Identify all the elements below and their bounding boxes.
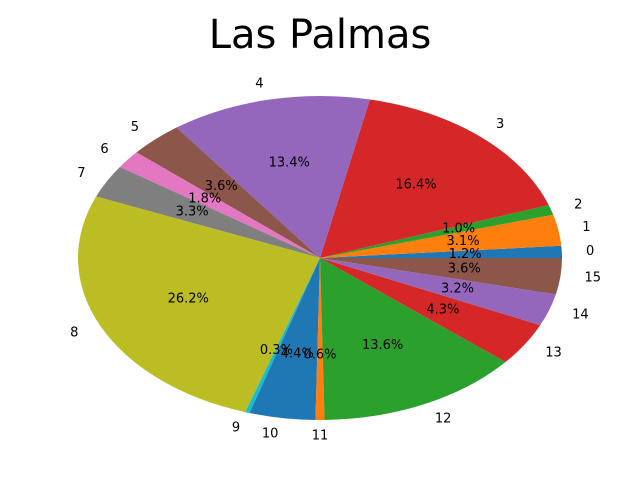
percent-label-9: 0.3% xyxy=(260,343,293,358)
percent-label-11: 0.6% xyxy=(303,348,336,363)
percent-label-3: 16.4% xyxy=(395,178,436,193)
pie-slice-13 xyxy=(320,258,541,363)
pie-slice-12 xyxy=(320,258,506,420)
slice-label-3: 3 xyxy=(496,117,504,132)
slice-label-8: 8 xyxy=(70,325,78,340)
pie-slice-8 xyxy=(78,196,321,413)
slice-label-1: 1 xyxy=(582,220,590,235)
pie-slice-14 xyxy=(320,258,556,326)
percent-label-5: 3.6% xyxy=(205,179,238,194)
percent-label-2: 1.0% xyxy=(442,222,475,237)
pie-slice-4 xyxy=(176,96,370,259)
slice-label-0: 0 xyxy=(586,244,594,259)
pie-slice-1 xyxy=(320,214,562,258)
percent-label-13: 4.3% xyxy=(426,302,459,317)
slice-label-6: 6 xyxy=(100,142,108,157)
slice-label-4: 4 xyxy=(255,76,263,91)
slice-label-9: 9 xyxy=(232,420,240,435)
slice-label-15: 15 xyxy=(585,271,602,286)
pie-slice-9 xyxy=(245,258,320,413)
pie-slice-3 xyxy=(320,99,549,258)
pie-slice-7 xyxy=(96,166,320,258)
percent-label-8: 26.2% xyxy=(168,291,209,306)
percent-label-15: 3.6% xyxy=(448,261,481,276)
percent-label-4: 13.4% xyxy=(269,156,310,171)
pie-slice-5 xyxy=(136,127,320,258)
slice-label-14: 14 xyxy=(572,308,589,323)
pie-slices xyxy=(78,96,562,420)
pie-slice-15 xyxy=(320,258,562,295)
slice-label-13: 13 xyxy=(545,346,562,361)
pie-slice-2 xyxy=(320,205,554,258)
pie-slice-0 xyxy=(320,245,562,258)
slice-label-2: 2 xyxy=(574,198,582,213)
percent-label-7: 3.3% xyxy=(176,204,209,219)
slice-label-7: 7 xyxy=(77,166,85,181)
pie-slice-6 xyxy=(119,152,320,258)
percent-label-12: 13.6% xyxy=(362,338,403,353)
slice-label-5: 5 xyxy=(131,120,139,135)
slice-label-11: 11 xyxy=(312,429,329,444)
chart-title: Las Palmas xyxy=(209,12,432,58)
percent-labels: 1.2%3.1%1.0%16.4%13.4%3.6%1.8%3.3%26.2%0… xyxy=(168,156,482,363)
percent-label-0: 1.2% xyxy=(449,247,482,262)
percent-label-1: 3.1% xyxy=(447,234,480,249)
slice-label-10: 10 xyxy=(262,427,279,442)
pie-slice-11 xyxy=(315,258,325,420)
slice-label-12: 12 xyxy=(435,411,452,426)
percent-label-14: 3.2% xyxy=(441,282,474,297)
pie-slice-10 xyxy=(249,258,320,420)
percent-label-6: 1.8% xyxy=(188,191,221,206)
percent-label-10: 4.4% xyxy=(281,347,314,362)
